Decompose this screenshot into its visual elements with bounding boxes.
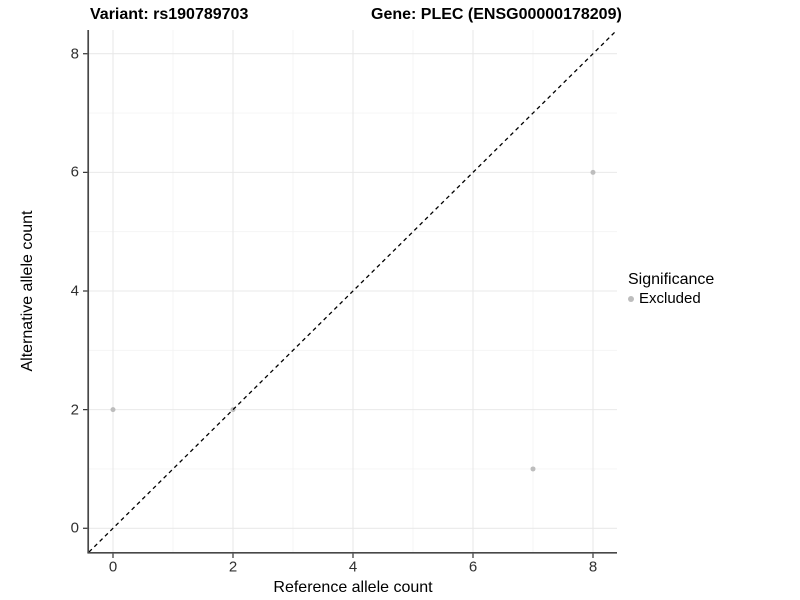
- legend-title: Significance: [628, 271, 715, 288]
- y-tick-label: 4: [70, 282, 79, 300]
- y-axis-title: Alternative allele count: [19, 210, 36, 372]
- x-tick-label: 6: [468, 558, 478, 575]
- y-tick-label: 6: [70, 163, 79, 181]
- plot-title-variant: Variant: rs190789703: [90, 6, 249, 23]
- data-point: [110, 407, 116, 413]
- x-tick-label: 2: [228, 558, 238, 575]
- legend: Significance Excluded: [628, 271, 714, 307]
- identity-dashed-line: [88, 29, 618, 553]
- x-tick-label: 4: [348, 558, 358, 575]
- y-tick-label: 0: [70, 519, 79, 537]
- x-tick-label: 8: [588, 558, 598, 575]
- y-tick-label: 2: [70, 401, 79, 419]
- plot-title-gene: Gene: PLEC (ENSG00000178209): [371, 6, 622, 23]
- data-point: [530, 466, 536, 472]
- x-tick-label: 0: [108, 558, 118, 575]
- data-point: [590, 169, 596, 175]
- x-axis-title: Reference allele count: [273, 579, 433, 596]
- legend-item-excluded: Excluded: [628, 290, 714, 307]
- legend-item-label: Excluded: [639, 290, 701, 307]
- excluded-point-icon: [628, 295, 634, 302]
- y-tick-label: 8: [70, 45, 79, 63]
